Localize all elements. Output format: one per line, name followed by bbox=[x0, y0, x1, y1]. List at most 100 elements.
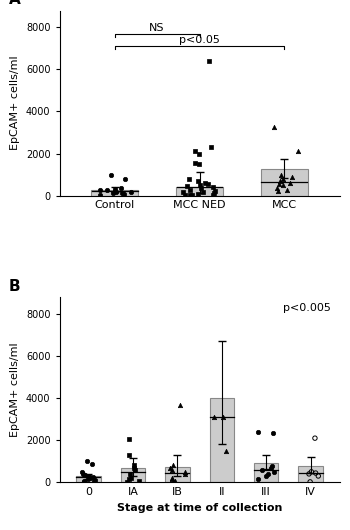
Point bbox=[81, 476, 86, 485]
Point bbox=[182, 467, 188, 476]
Point bbox=[284, 186, 289, 194]
Point bbox=[197, 181, 203, 189]
Point bbox=[211, 183, 216, 191]
Text: NS: NS bbox=[149, 23, 165, 33]
Point bbox=[110, 189, 116, 198]
Text: p<0.05: p<0.05 bbox=[179, 36, 220, 45]
Point bbox=[277, 176, 283, 185]
Point bbox=[181, 188, 186, 197]
Point bbox=[268, 464, 274, 472]
Point bbox=[205, 180, 211, 188]
Point bbox=[79, 467, 84, 476]
Bar bbox=[76, 476, 100, 482]
Point bbox=[112, 186, 118, 194]
Point bbox=[280, 174, 286, 183]
Point bbox=[196, 160, 202, 169]
Y-axis label: EpCAM+ cells/ml: EpCAM+ cells/ml bbox=[10, 56, 20, 151]
Point bbox=[266, 470, 271, 478]
Point bbox=[223, 447, 229, 455]
Point bbox=[271, 467, 277, 476]
X-axis label: Stage at time of collection: Stage at time of collection bbox=[117, 503, 282, 513]
Point bbox=[295, 147, 301, 156]
Point bbox=[256, 428, 261, 436]
Point bbox=[89, 460, 95, 469]
Point bbox=[196, 176, 201, 185]
Point bbox=[307, 478, 313, 486]
Point bbox=[202, 179, 208, 187]
Point bbox=[82, 471, 88, 479]
Point bbox=[279, 170, 284, 179]
Point bbox=[312, 434, 318, 443]
Point bbox=[86, 472, 91, 480]
Bar bbox=[210, 398, 234, 482]
Bar bbox=[261, 169, 308, 196]
Point bbox=[126, 475, 132, 483]
Point bbox=[182, 191, 188, 200]
Y-axis label: EpCAM+ cells/ml: EpCAM+ cells/ml bbox=[10, 342, 20, 437]
Bar bbox=[91, 190, 138, 196]
Point bbox=[315, 472, 321, 480]
Point bbox=[193, 159, 198, 167]
Point bbox=[170, 461, 175, 470]
Point bbox=[112, 187, 118, 195]
Point bbox=[108, 170, 113, 179]
Point bbox=[206, 57, 211, 65]
Point bbox=[256, 475, 261, 483]
Point bbox=[264, 472, 269, 481]
Point bbox=[90, 473, 96, 481]
Point bbox=[187, 174, 192, 183]
Point bbox=[169, 475, 174, 483]
Point bbox=[306, 470, 312, 478]
Point bbox=[91, 477, 97, 485]
Point bbox=[287, 179, 293, 187]
Point bbox=[187, 190, 192, 199]
Point bbox=[113, 187, 119, 196]
Bar bbox=[299, 466, 323, 482]
Point bbox=[81, 478, 87, 486]
Point bbox=[128, 188, 134, 197]
Point bbox=[275, 187, 281, 196]
Point bbox=[119, 189, 125, 197]
Point bbox=[132, 461, 137, 470]
Point bbox=[274, 183, 280, 192]
Point bbox=[189, 191, 195, 199]
Point bbox=[184, 182, 190, 190]
Point bbox=[259, 466, 265, 474]
Point bbox=[313, 469, 319, 478]
Bar bbox=[176, 187, 223, 196]
Point bbox=[211, 189, 217, 198]
Point bbox=[169, 474, 175, 482]
Bar bbox=[165, 467, 189, 482]
Point bbox=[118, 184, 124, 192]
Point bbox=[208, 143, 214, 152]
Point bbox=[309, 467, 314, 476]
Point bbox=[125, 478, 130, 486]
Point bbox=[129, 474, 134, 482]
Bar bbox=[254, 463, 278, 482]
Point bbox=[269, 462, 275, 470]
Point bbox=[280, 181, 286, 190]
Point bbox=[88, 474, 93, 482]
Point bbox=[195, 190, 201, 198]
Point bbox=[198, 184, 204, 192]
Point bbox=[211, 413, 217, 421]
Point bbox=[136, 476, 142, 485]
Point bbox=[121, 190, 127, 198]
Point bbox=[97, 186, 103, 195]
Point bbox=[212, 187, 218, 195]
Point bbox=[132, 465, 138, 474]
Point bbox=[188, 186, 193, 194]
Bar bbox=[121, 468, 145, 482]
Point bbox=[127, 435, 132, 444]
Text: B: B bbox=[9, 279, 21, 294]
Point bbox=[127, 470, 132, 478]
Point bbox=[192, 147, 198, 156]
Point bbox=[220, 413, 226, 421]
Point bbox=[122, 174, 128, 183]
Point bbox=[97, 190, 103, 199]
Point bbox=[104, 186, 110, 194]
Point bbox=[170, 478, 176, 486]
Point bbox=[126, 450, 132, 459]
Point bbox=[270, 429, 276, 437]
Text: A: A bbox=[9, 0, 21, 7]
